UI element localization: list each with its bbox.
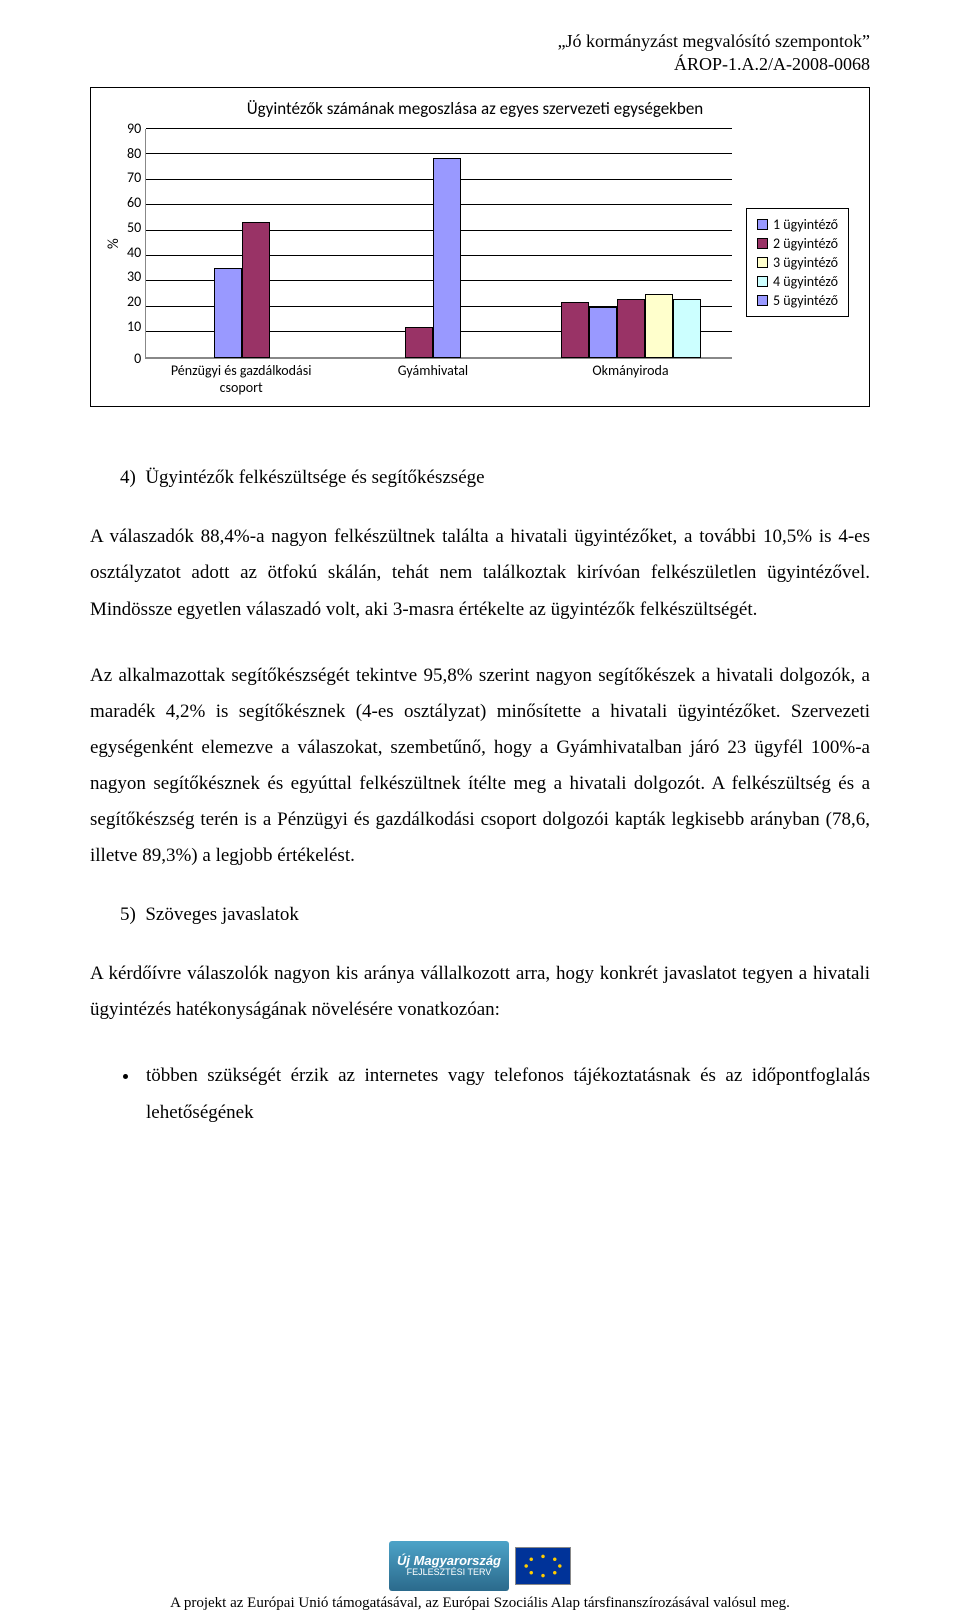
legend-swatch-icon xyxy=(757,257,768,268)
paragraph-3: A kérdőívre válaszolók nagyon kis aránya… xyxy=(90,956,870,1028)
legend-item: 2 ügyintéző xyxy=(757,235,838,252)
footer-text: A projekt az Európai Unió támogatásával,… xyxy=(0,1595,960,1612)
chart-container: Ügyintézők számának megoszlása az egyes … xyxy=(90,87,870,408)
legend-swatch-icon xyxy=(757,276,768,287)
footer-logos: Új Magyarország FEJLESZTÉSI TERV xyxy=(389,1541,571,1591)
chart-bar xyxy=(645,294,673,358)
y-tick: 40 xyxy=(127,246,141,260)
logo-big-text: Új Magyarország xyxy=(397,1554,501,1568)
chart-bar xyxy=(214,268,242,357)
section-5-heading: 5) Szöveges javaslatok xyxy=(120,904,870,926)
plot-wrap: 9080706050403020100 Pénzügyi és gazdálko… xyxy=(127,129,732,397)
y-tick: 10 xyxy=(127,320,141,334)
chart-bar xyxy=(617,299,645,358)
plot-column: Pénzügyi és gazdálkodásicsoportGyámhivat… xyxy=(145,129,732,397)
legend-item: 4 ügyintéző xyxy=(757,273,838,290)
legend-label: 2 ügyintéző xyxy=(773,235,838,252)
chart-bar xyxy=(561,302,589,358)
bar-group xyxy=(338,158,530,357)
y-tick: 30 xyxy=(127,270,141,284)
bar-groups xyxy=(146,129,732,358)
legend-label: 1 ügyintéző xyxy=(773,216,838,233)
legend-item: 3 ügyintéző xyxy=(757,254,838,271)
legend-item: 5 ügyintéző xyxy=(757,292,838,309)
legend-label: 3 ügyintéző xyxy=(773,254,838,271)
section-4-heading: 4) Ügyintézők felkészültsége és segítőké… xyxy=(120,467,870,489)
y-tick: 70 xyxy=(127,171,141,185)
logo-small-text: FEJLESZTÉSI TERV xyxy=(407,1568,492,1578)
uj-magyarorszag-logo-icon: Új Magyarország FEJLESZTÉSI TERV xyxy=(389,1541,509,1591)
chart-bar xyxy=(405,327,433,358)
header-code: ÁROP-1.A.2/A-2008-0068 xyxy=(90,53,870,76)
x-tick-label: Okmányiroda xyxy=(529,363,732,397)
plot-area xyxy=(145,129,732,359)
document-page: „Jó kormányzást megvalósító szempontok” … xyxy=(0,0,960,1622)
eu-flag-icon xyxy=(515,1547,571,1585)
y-tick: 0 xyxy=(127,352,141,366)
chart-bar xyxy=(242,222,270,357)
bullet-list: többen szükségét érzik az internetes vag… xyxy=(90,1058,870,1130)
y-ticks: 9080706050403020100 xyxy=(127,129,145,359)
x-tick-label: Gyámhivatal xyxy=(337,363,529,397)
paragraph-1: A válaszadók 88,4%-a nagyon felkészültne… xyxy=(90,519,870,627)
paragraph-2: Az alkalmazottak segítőkészségét tekintv… xyxy=(90,658,870,875)
header-title: „Jó kormányzást megvalósító szempontok” xyxy=(90,30,870,53)
y-tick: 60 xyxy=(127,196,141,210)
document-header: „Jó kormányzást megvalósító szempontok” … xyxy=(90,30,870,77)
x-tick-label: Pénzügyi és gazdálkodásicsoport xyxy=(145,363,337,397)
bar-group xyxy=(529,294,732,358)
x-tick-labels: Pénzügyi és gazdálkodásicsoportGyámhivat… xyxy=(145,363,732,397)
page-footer: Új Magyarország FEJLESZTÉSI TERV A proje… xyxy=(0,1541,960,1612)
list-item: többen szükségét érzik az internetes vag… xyxy=(140,1058,870,1130)
bar-group xyxy=(146,222,338,357)
legend-label: 5 ügyintéző xyxy=(773,292,838,309)
chart-body: % 9080706050403020100 Pénzügyi és gazdál… xyxy=(101,129,849,397)
chart-bar xyxy=(589,307,617,358)
chart-bar xyxy=(433,158,461,357)
legend-label: 4 ügyintéző xyxy=(773,273,838,290)
chart-bar xyxy=(673,299,701,358)
chart-legend: 1 ügyintéző 2 ügyintéző 3 ügyintéző 4 ügyin… xyxy=(746,208,849,317)
y-tick: 90 xyxy=(127,122,141,136)
legend-swatch-icon xyxy=(757,219,768,230)
y-axis-label: % xyxy=(101,129,127,359)
legend-swatch-icon xyxy=(757,238,768,249)
chart-title: Ügyintézők számának megoszlása az egyes … xyxy=(101,98,849,119)
legend-item: 1 ügyintéző xyxy=(757,216,838,233)
y-tick: 20 xyxy=(127,295,141,309)
y-tick: 50 xyxy=(127,221,141,235)
y-tick: 80 xyxy=(127,147,141,161)
legend-swatch-icon xyxy=(757,295,768,306)
